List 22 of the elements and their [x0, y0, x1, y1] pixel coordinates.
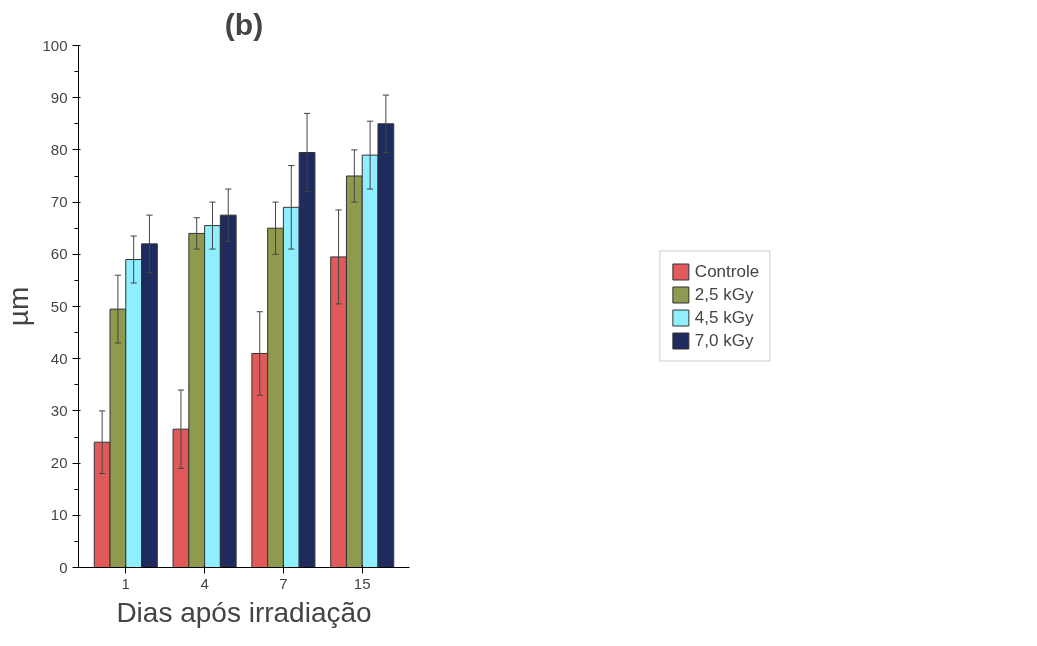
x-tick-label: 4: [200, 574, 209, 592]
y-tick-label: 30: [50, 401, 68, 419]
legend-label: Controle: [694, 261, 760, 282]
x-tick-label: 1: [121, 574, 130, 592]
y-tick-label: 0: [59, 558, 68, 576]
chart-title: (b): [224, 7, 264, 41]
x-tick-label: 7: [279, 574, 288, 592]
y-tick-label: 80: [50, 140, 68, 158]
y-tick-label: 70: [50, 193, 68, 211]
y-tick-label: 40: [50, 349, 68, 367]
x-tick-label: 15: [353, 574, 371, 592]
y-tick-label: 100: [42, 36, 68, 54]
y-tick-label: 10: [50, 506, 68, 524]
y-tick-label: 50: [50, 297, 68, 315]
legend-label: 2,5 kGy: [694, 284, 754, 305]
x-axis-title: Dias após irradiação: [116, 596, 372, 628]
y-tick-label: 60: [50, 245, 68, 263]
y-tick-label: 90: [50, 88, 68, 106]
legend-label: 7,0 kGy: [694, 330, 754, 351]
y-tick-label: 20: [50, 454, 68, 472]
legend-label: 4,5 kGy: [694, 307, 754, 328]
y-axis-title: µm: [3, 286, 35, 327]
